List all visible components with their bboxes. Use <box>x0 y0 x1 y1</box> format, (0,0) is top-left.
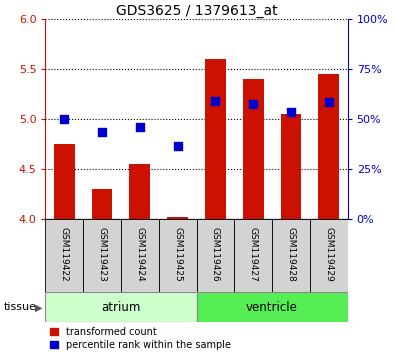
Bar <box>45 292 197 322</box>
Bar <box>54 144 75 219</box>
Text: GSM119429: GSM119429 <box>324 227 333 282</box>
Text: atrium: atrium <box>101 301 141 314</box>
Bar <box>234 219 272 292</box>
Bar <box>159 219 197 292</box>
Bar <box>205 59 226 219</box>
Bar <box>121 219 159 292</box>
Bar <box>92 189 113 219</box>
Text: ventricle: ventricle <box>246 301 298 314</box>
Text: ▶: ▶ <box>35 302 42 312</box>
Text: GSM119426: GSM119426 <box>211 227 220 282</box>
Bar <box>197 292 348 322</box>
Text: GSM119422: GSM119422 <box>60 227 69 282</box>
Legend: transformed count, percentile rank within the sample: transformed count, percentile rank withi… <box>50 327 231 350</box>
Bar <box>197 219 234 292</box>
Bar <box>272 219 310 292</box>
Point <box>137 125 143 130</box>
Bar <box>318 74 339 219</box>
Bar <box>280 114 301 219</box>
Text: GSM119425: GSM119425 <box>173 227 182 282</box>
Text: GSM119424: GSM119424 <box>135 227 144 282</box>
Text: GSM119423: GSM119423 <box>98 227 107 282</box>
Bar <box>310 219 348 292</box>
Text: GSM119427: GSM119427 <box>249 227 258 282</box>
Point <box>325 99 332 105</box>
Bar <box>83 219 121 292</box>
Text: tissue: tissue <box>4 302 37 312</box>
Title: GDS3625 / 1379613_at: GDS3625 / 1379613_at <box>116 5 277 18</box>
Bar <box>45 219 83 292</box>
Point <box>250 102 256 107</box>
Bar <box>130 165 150 219</box>
Point <box>175 144 181 149</box>
Point <box>61 116 68 122</box>
Point <box>288 110 294 115</box>
Point <box>99 130 105 135</box>
Text: GSM119428: GSM119428 <box>286 227 295 282</box>
Bar <box>167 217 188 219</box>
Bar <box>243 79 263 219</box>
Point <box>212 99 218 104</box>
